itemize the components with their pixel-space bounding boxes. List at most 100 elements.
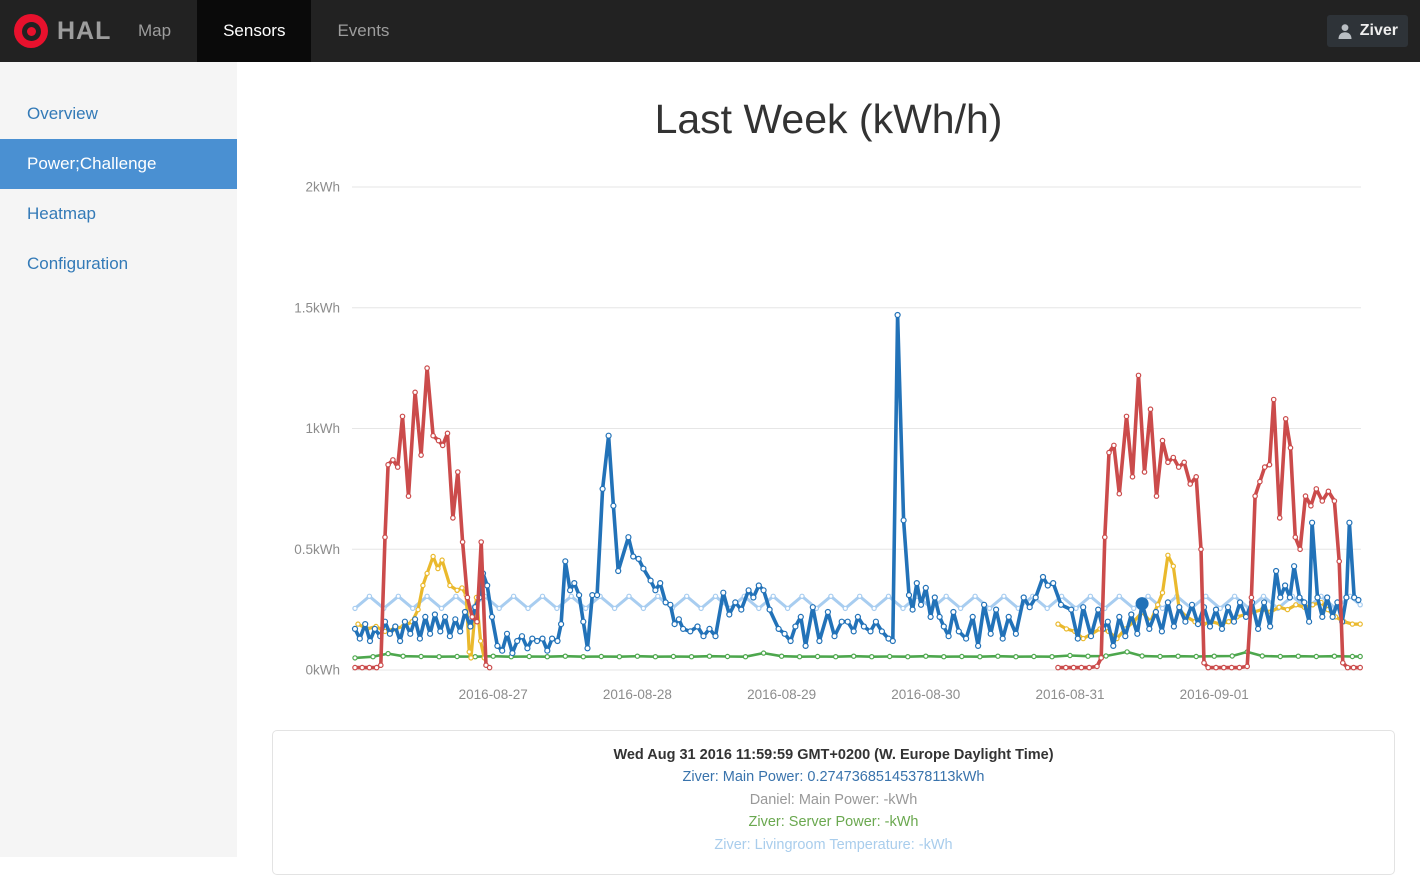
sidebar-item-configuration[interactable]: Configuration [27, 254, 129, 273]
data-point-marker [1158, 628, 1166, 635]
sidebar-item-overview[interactable]: Overview [27, 104, 98, 123]
data-point-marker [900, 517, 907, 524]
sidebar-item-heatmap[interactable]: Heatmap [27, 204, 96, 223]
data-point-marker [1130, 605, 1137, 612]
data-point-marker [1122, 633, 1129, 640]
data-point-marker [831, 633, 838, 640]
data-point-marker [1031, 653, 1037, 660]
data-point-marker [366, 637, 374, 645]
data-point-marker [1063, 664, 1069, 671]
data-point-marker [712, 593, 719, 600]
data-point-marker [477, 638, 484, 644]
data-point-marker [1224, 604, 1232, 611]
data-point-marker [359, 664, 366, 671]
nav-tab-sensors[interactable]: Sensors [197, 0, 312, 62]
data-point-marker [355, 621, 361, 627]
data-point-marker [987, 630, 994, 637]
data-point-marker [1206, 623, 1214, 630]
data-point-marker [401, 618, 408, 625]
data-point-marker [1319, 498, 1326, 504]
highlighted-data-point[interactable] [1135, 597, 1149, 611]
data-point-marker [1070, 664, 1077, 671]
data-point-marker [816, 637, 823, 645]
sidebar-item-power-challenge[interactable]: Power;Challenge [0, 139, 237, 189]
data-point-marker [1286, 594, 1294, 601]
data-point-marker [1276, 604, 1282, 610]
brand[interactable]: HAL [14, 0, 111, 62]
data-point-marker [407, 630, 414, 637]
data-point-marker [454, 587, 460, 594]
data-point-marker [1123, 413, 1130, 420]
data-point-marker [435, 565, 441, 572]
data-point-marker [1098, 655, 1105, 661]
data-point-marker [625, 534, 632, 541]
data-point-marker [424, 570, 430, 577]
nav-tab-map[interactable]: Map [138, 21, 172, 40]
data-point-marker [1340, 659, 1346, 666]
data-point-marker [781, 630, 788, 637]
y-axis-tick-label: 0.5kWh [294, 542, 340, 557]
data-point-marker [885, 593, 892, 600]
data-point-marker [1044, 605, 1050, 612]
x-axis-tick-label: 2016-08-31 [1035, 687, 1104, 702]
data-point-marker [437, 628, 444, 635]
data-point-marker [525, 605, 531, 612]
data-point-marker [544, 647, 551, 654]
data-point-marker [1087, 633, 1095, 640]
data-point-marker [670, 653, 677, 660]
data-point-marker [452, 616, 459, 623]
data-point-marker [867, 628, 874, 635]
data-point-marker [418, 653, 424, 660]
data-point-marker [1308, 519, 1316, 526]
data-point-marker [1319, 613, 1326, 621]
data-point-marker [1039, 573, 1047, 581]
user-menu[interactable]: Ziver [1326, 15, 1408, 47]
data-point-marker [931, 594, 938, 601]
data-point-marker [1277, 653, 1284, 660]
nav-tab-events[interactable]: Events [337, 21, 390, 40]
data-point-marker [652, 587, 659, 594]
data-point-marker [1164, 599, 1172, 606]
data-point-marker [887, 653, 893, 660]
data-point-marker [1055, 621, 1061, 627]
data-point-marker [1012, 630, 1020, 637]
data-point-marker [1095, 606, 1102, 613]
data-point-marker [416, 635, 423, 642]
data-point-marker [615, 567, 622, 575]
data-point-marker [712, 633, 719, 640]
data-point-marker [1230, 618, 1238, 625]
chart-canvas[interactable]: 0kWh 0.5kWh 1kWh 1.5kWh 2kWh 2016-08-27 2016-0… [0, 0, 1420, 730]
data-point-marker [750, 594, 757, 601]
data-point-marker [399, 413, 406, 420]
data-point-marker [792, 623, 799, 630]
tooltip-rows: Ziver: Main Power: 0.27473685145378113kW… [273, 766, 1394, 856]
data-point-marker [351, 625, 359, 633]
data-point-marker [945, 633, 952, 640]
data-point-marker [943, 593, 949, 600]
data-point-marker [509, 649, 516, 657]
data-point-marker [1201, 659, 1207, 666]
data-point-marker [756, 605, 762, 612]
y-axis-tick-label: 1kWh [305, 421, 340, 436]
data-point-marker [1344, 664, 1351, 671]
data-point-marker [1044, 582, 1051, 589]
data-point-marker [1212, 606, 1220, 613]
data-point-marker [447, 582, 453, 589]
data-point-marker [427, 630, 434, 637]
data-point-marker [1305, 618, 1313, 625]
data-point-marker [580, 654, 587, 660]
data-point-marker [395, 593, 401, 600]
data-point-marker [745, 587, 752, 594]
data-point-marker [468, 655, 474, 661]
data-point-marker [356, 635, 363, 642]
data-point-marker [1349, 621, 1356, 627]
data-point-marker [1242, 613, 1250, 621]
data-point-marker [1331, 653, 1338, 659]
sidebar: Overview Power;Challenge Heatmap Configurat… [0, 62, 237, 857]
data-point-marker [1193, 473, 1200, 480]
data-point-marker [1357, 664, 1364, 671]
data-point-marker [974, 642, 982, 650]
data-point-marker [1176, 604, 1183, 611]
data-point-marker [1272, 567, 1280, 575]
data-point-marker [1146, 625, 1153, 633]
